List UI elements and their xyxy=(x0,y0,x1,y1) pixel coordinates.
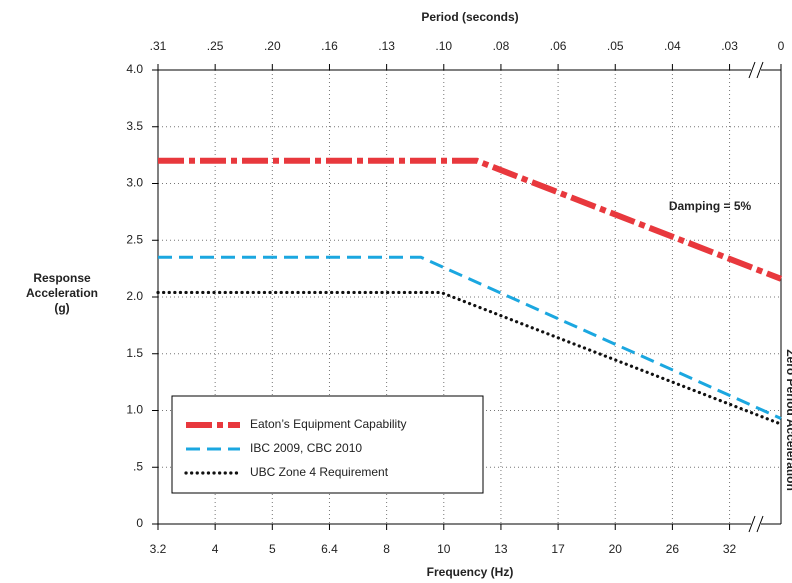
y-tick-label: 2.5 xyxy=(126,232,143,246)
legend-label: IBC 2009, CBC 2010 xyxy=(250,441,362,455)
series-line xyxy=(158,157,783,282)
top-tick-label: .16 xyxy=(321,39,338,53)
y-axis-title: Acceleration xyxy=(26,286,98,300)
x-tick-label: 8 xyxy=(383,542,390,556)
y-tick-label: 1.0 xyxy=(126,403,143,417)
x-tick-label: 17 xyxy=(551,542,565,556)
annotation: Damping = 5% xyxy=(669,199,752,213)
y-tick-label: 3.0 xyxy=(126,176,143,190)
top-tick-label: .08 xyxy=(493,39,510,53)
y-tick-label: 4.0 xyxy=(126,62,143,76)
top-tick-label: .06 xyxy=(550,39,567,53)
axis-break xyxy=(748,515,764,533)
top-axis-title: Period (seconds) xyxy=(421,10,518,24)
top-tick-label: .05 xyxy=(607,39,624,53)
top-tick-label: .04 xyxy=(664,39,681,53)
axis-break xyxy=(748,61,764,79)
x-tick-label: 10 xyxy=(437,542,451,556)
x-tick-label: 6.4 xyxy=(321,542,338,556)
y-axis-title: (g) xyxy=(54,301,69,315)
right-axis-title: Zero Period Acceleration xyxy=(784,349,792,491)
legend-label: UBC Zone 4 Requirement xyxy=(250,465,389,479)
y-axis-title: Response xyxy=(33,271,91,285)
top-tick-label: 0 xyxy=(778,39,785,53)
y-tick-label: 1.5 xyxy=(126,346,143,360)
x-tick-label: 20 xyxy=(609,542,623,556)
x-tick-label: 3.2 xyxy=(150,542,167,556)
x-tick-label: 4 xyxy=(212,542,219,556)
top-tick-label: .03 xyxy=(721,39,738,53)
legend-label: Eaton’s Equipment Capability xyxy=(250,417,407,431)
top-tick-label: .10 xyxy=(435,39,452,53)
y-tick-label: 2.0 xyxy=(126,289,143,303)
x-tick-label: 5 xyxy=(269,542,276,556)
series-line xyxy=(158,255,782,420)
x-tick-label: 13 xyxy=(494,542,508,556)
top-tick-label: .20 xyxy=(264,39,281,53)
legend-box xyxy=(171,395,484,494)
top-tick-label: .31 xyxy=(150,39,167,53)
top-tick-label: .25 xyxy=(207,39,224,53)
x-axis-title: Frequency (Hz) xyxy=(427,565,514,579)
series-line xyxy=(156,290,783,426)
x-tick-label: 32 xyxy=(723,542,737,556)
y-tick-label: 3.5 xyxy=(126,119,143,133)
top-tick-label: .13 xyxy=(378,39,395,53)
y-tick-label: .5 xyxy=(133,459,143,473)
y-tick-label: 0 xyxy=(136,516,143,530)
x-tick-label: 26 xyxy=(666,542,680,556)
